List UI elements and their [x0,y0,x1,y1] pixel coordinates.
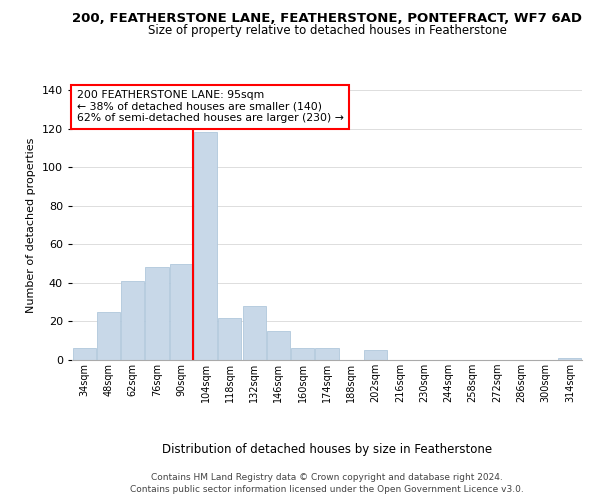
Bar [194,132,217,360]
Bar [218,318,241,360]
Text: Contains public sector information licensed under the Open Government Licence v3: Contains public sector information licen… [130,485,524,494]
Bar [316,348,338,360]
Y-axis label: Number of detached properties: Number of detached properties [26,138,36,312]
Bar [291,348,314,360]
Text: Distribution of detached houses by size in Featherstone: Distribution of detached houses by size … [162,442,492,456]
Bar [364,350,387,360]
Text: 200, FEATHERSTONE LANE, FEATHERSTONE, PONTEFRACT, WF7 6AD: 200, FEATHERSTONE LANE, FEATHERSTONE, PO… [72,12,582,26]
Text: 200 FEATHERSTONE LANE: 95sqm
← 38% of detached houses are smaller (140)
62% of s: 200 FEATHERSTONE LANE: 95sqm ← 38% of de… [77,90,344,123]
Bar [267,331,290,360]
Bar [97,312,120,360]
Bar [242,306,266,360]
Text: Contains HM Land Registry data © Crown copyright and database right 2024.: Contains HM Land Registry data © Crown c… [151,472,503,482]
Bar [121,281,144,360]
Bar [145,268,169,360]
Text: Size of property relative to detached houses in Featherstone: Size of property relative to detached ho… [148,24,506,37]
Bar [559,358,581,360]
Bar [73,348,95,360]
Bar [170,264,193,360]
